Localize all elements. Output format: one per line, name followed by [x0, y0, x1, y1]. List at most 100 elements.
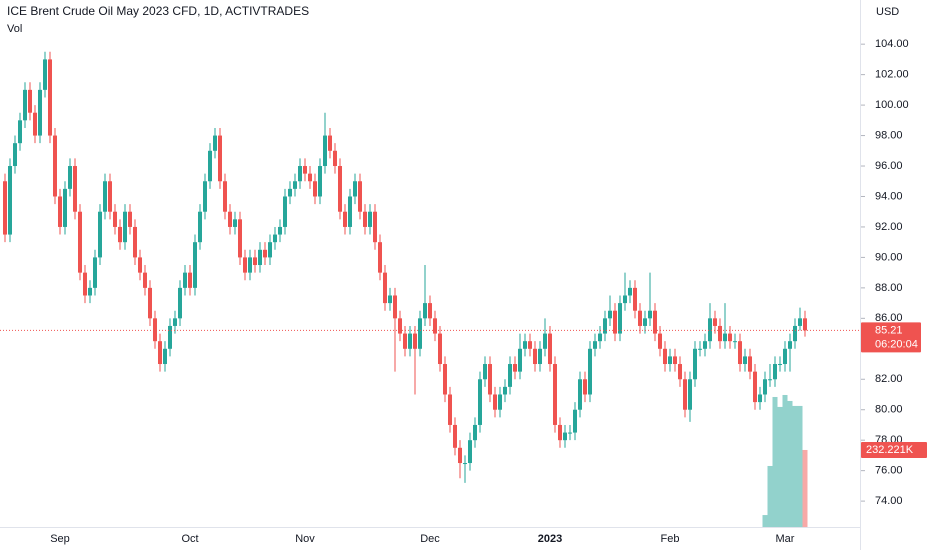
candle-body: [473, 424, 477, 441]
x-tick-label: Nov: [295, 533, 315, 545]
candle-body: [368, 211, 372, 227]
candle-body: [143, 272, 147, 288]
candle-body: [128, 211, 132, 227]
candle-body: [168, 325, 172, 349]
x-tick-label: Mar: [776, 533, 795, 545]
candle-body: [223, 181, 227, 212]
candle-body: [463, 463, 467, 465]
y-tick-label: 96.00: [875, 160, 903, 172]
candle-body: [513, 364, 517, 372]
candle-body: [283, 196, 287, 227]
currency-label: USD: [876, 6, 899, 18]
candle-body: [158, 341, 162, 365]
candle-body: [458, 447, 462, 464]
candle-body: [118, 226, 122, 243]
candle-body: [603, 318, 607, 334]
candle-body: [503, 386, 507, 395]
candle-body: [763, 379, 767, 395]
y-tick-label: 98.00: [875, 129, 903, 141]
candle-body: [783, 348, 787, 365]
candle-body: [78, 211, 82, 273]
candle-body: [173, 318, 177, 326]
candle-body: [83, 272, 87, 296]
candle-body: [388, 295, 392, 304]
candle-body: [53, 135, 57, 197]
candle-body: [623, 295, 627, 304]
candle-body: [153, 318, 157, 342]
candle-body: [713, 318, 717, 326]
candle-body: [733, 341, 737, 343]
y-tick-label: 94.00: [875, 190, 903, 202]
candle-body: [758, 394, 762, 403]
y-tick-label: 88.00: [875, 282, 903, 294]
candle-body: [43, 59, 47, 90]
candle-body: [673, 356, 677, 365]
candle-body: [578, 379, 582, 410]
candle-body: [378, 242, 382, 273]
volume-bar: [767, 465, 773, 527]
candle-body: [413, 333, 417, 349]
candle-body: [138, 257, 142, 273]
candle-body: [803, 318, 807, 331]
y-tick-label: 102.00: [875, 69, 909, 81]
candle-body: [198, 211, 202, 243]
candle-body: [773, 364, 777, 380]
candle-body: [98, 211, 102, 258]
candle-body: [583, 379, 587, 395]
candle-body: [408, 333, 412, 349]
candle-body: [418, 318, 422, 349]
candle-body: [703, 341, 707, 349]
candle-body: [663, 348, 667, 365]
candle-body: [668, 356, 672, 365]
candle-body: [358, 181, 362, 212]
candle-body: [678, 364, 682, 380]
candle-body: [743, 356, 747, 365]
volume-bar: [777, 406, 783, 527]
candle-body: [188, 272, 192, 288]
candle-body: [488, 364, 492, 395]
y-tick-label: 86.00: [875, 312, 903, 324]
candle-body: [213, 135, 217, 151]
candle-body: [753, 371, 757, 403]
candle-body: [208, 150, 212, 182]
candle-body: [13, 143, 17, 167]
candle-body: [443, 364, 447, 395]
candle-body: [723, 333, 727, 342]
candle-body: [573, 409, 577, 433]
candle-body: [563, 432, 567, 441]
candle-body: [193, 242, 197, 288]
x-tick-label: Sep: [50, 533, 70, 545]
candle-body: [498, 394, 502, 410]
candle-body: [778, 364, 782, 366]
candle-body: [178, 287, 182, 319]
y-tick-label: 80.00: [875, 404, 903, 416]
candle-body: [133, 226, 137, 258]
candle-body: [693, 348, 697, 380]
candle-body: [398, 318, 402, 334]
y-tick-label: 76.00: [875, 465, 903, 477]
candle-body: [768, 379, 772, 381]
candle-body: [608, 310, 612, 319]
candle-body: [748, 356, 752, 372]
candle-body: [273, 234, 277, 243]
candle-body: [248, 257, 252, 273]
candle-body: [553, 364, 557, 425]
candle-body: [163, 348, 167, 365]
candle-body: [548, 333, 552, 365]
candle-body: [558, 424, 562, 441]
candle-body: [63, 188, 67, 227]
y-tick-label: 90.00: [875, 251, 903, 263]
candle-body: [523, 341, 527, 349]
candle-body: [393, 295, 397, 319]
last-price-badge: [861, 322, 921, 353]
x-tick-label: 2023: [538, 533, 562, 545]
candle-body: [343, 211, 347, 227]
candle-body: [73, 166, 77, 212]
candle-body: [33, 112, 37, 136]
candle-body: [298, 166, 302, 182]
volume-bar: [792, 405, 798, 527]
last-price-label: 85.21: [875, 324, 903, 336]
candle-body: [323, 135, 327, 167]
candle-body: [8, 166, 12, 235]
